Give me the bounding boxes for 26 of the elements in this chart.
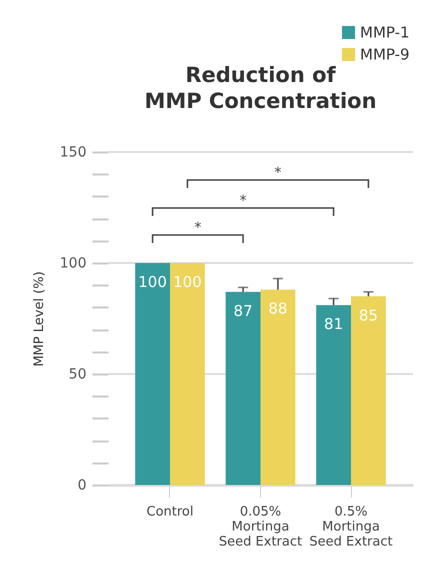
annotation: * (240, 193, 247, 209)
data-label: 88 (268, 300, 288, 318)
legend-label: MMP-1 (360, 24, 410, 42)
data-label: 100 (138, 273, 167, 291)
bar (135, 263, 170, 485)
bar (170, 263, 205, 485)
data-label: 87 (234, 302, 253, 320)
bar (260, 290, 296, 485)
x-tick-label: 0.5% Mortinga Seed Extract (309, 504, 393, 550)
data-label: 85 (358, 306, 378, 324)
y-tick-label: 50 (68, 366, 86, 382)
bar (316, 305, 352, 485)
data-label: 100 (173, 273, 202, 291)
annotation: * (274, 165, 282, 181)
legend-label: MMP-9 (360, 46, 410, 64)
bar (226, 292, 260, 485)
data-label: 81 (324, 315, 344, 334)
y-tick-label: 100 (60, 256, 86, 272)
annotation: * (194, 220, 202, 236)
y-tick-label: 150 (60, 144, 86, 160)
bar (351, 296, 386, 485)
y-axis-title: MMP Level (%) (32, 271, 47, 367)
x-tick-label: 0.05% Mortinga Seed Extract (218, 504, 302, 550)
chart-title: Reduction of MMP Concentration (143, 62, 378, 114)
y-tick-label: 0 (78, 478, 86, 494)
x-tick-label: Control (146, 504, 194, 520)
